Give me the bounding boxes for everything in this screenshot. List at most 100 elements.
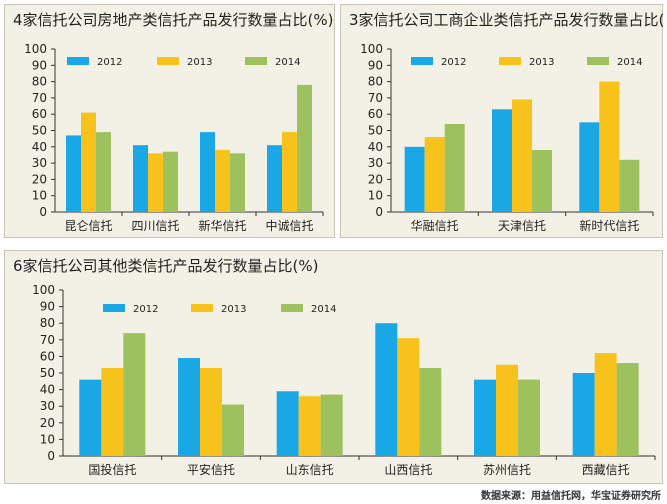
x-tick-label: 西藏信托 [582, 463, 630, 477]
y-tick-label: 40 [40, 383, 55, 397]
y-tick-label: 40 [368, 140, 383, 154]
x-tick-label: 昆仑信托 [64, 219, 112, 233]
legend-swatch [281, 304, 303, 312]
bar-2013 [599, 81, 620, 212]
legend-swatch [67, 57, 89, 65]
bar-2013 [101, 368, 124, 456]
x-tick-label: 国投信托 [88, 462, 136, 477]
bar-2014 [616, 363, 639, 456]
y-tick-label: 70 [32, 91, 47, 105]
y-tick-label: 50 [32, 124, 47, 138]
x-tick-label: 苏州信托 [483, 463, 531, 477]
bar-2012 [267, 145, 282, 212]
legend-label: 2013 [529, 57, 554, 68]
y-tick-label: 30 [32, 156, 47, 170]
y-tick-label: 30 [368, 156, 383, 170]
bar-2012 [375, 323, 398, 456]
bar-2013 [424, 137, 445, 212]
bar-2012 [178, 358, 200, 456]
y-tick-label: 100 [32, 283, 55, 297]
x-tick-label: 中诚信托 [265, 218, 313, 233]
bar-2014 [532, 150, 552, 212]
legend-label: 2013 [221, 304, 246, 315]
x-tick-label: 山西信托 [384, 463, 432, 477]
legend-label: 2014 [311, 304, 336, 315]
legend-swatch [191, 304, 213, 312]
y-tick-label: 90 [32, 58, 47, 72]
y-tick-label: 50 [368, 124, 383, 138]
bar-2014 [444, 123, 465, 212]
bar-2012 [200, 132, 215, 212]
chart-svg: 6家信托公司其他类信托产品发行数量占比(%) 0 10 20 30 40 50 60 70 80 9… [13, 257, 656, 477]
bar-2012 [572, 373, 595, 456]
bar-2012 [474, 379, 496, 456]
legend-swatch [587, 57, 609, 65]
bar-2014 [619, 159, 640, 212]
y-tick-label: 0 [39, 205, 47, 219]
chart-title: 6家信托公司其他类信托产品发行数量占比(%) [13, 257, 319, 275]
y-tick-label: 60 [32, 107, 47, 121]
legend-swatch [245, 57, 267, 65]
bar-2012 [66, 135, 81, 212]
y-tick-label: 100 [360, 42, 383, 56]
bar-2013 [298, 396, 321, 456]
bar-2013 [81, 112, 96, 212]
bar-2013 [397, 338, 420, 456]
bar-2013 [148, 153, 163, 212]
bar-2012 [404, 146, 425, 212]
x-tick-label: 华融信托 [411, 219, 459, 233]
bar-2012 [133, 145, 148, 212]
y-tick-label: 80 [40, 316, 55, 330]
legend-swatch [157, 57, 179, 65]
legend-label: 2012 [441, 57, 466, 68]
bar-2013 [512, 99, 532, 212]
y-tick-label: 90 [368, 58, 383, 72]
y-tick-label: 80 [368, 75, 383, 89]
x-tick-label: 四川信托 [131, 219, 179, 233]
legend-label: 2014 [617, 57, 642, 68]
y-tick-label: 70 [368, 91, 383, 105]
chart-panel-industrial: 3家信托公司工商企业类信托产品发行数量占比(%) 0 10 20 30 40 50 60 70 8… [340, 4, 664, 238]
x-tick-label: 平安信托 [187, 462, 235, 477]
y-tick-label: 20 [32, 172, 47, 186]
y-tick-label: 90 [40, 300, 55, 314]
bar-2014 [297, 84, 312, 212]
y-tick-label: 0 [47, 449, 55, 463]
y-tick-label: 20 [368, 172, 383, 186]
bar-2013 [282, 132, 297, 212]
y-tick-label: 0 [375, 205, 383, 219]
bar-2014 [163, 151, 178, 212]
bar-2012 [579, 122, 600, 212]
x-tick-label: 山东信托 [286, 463, 334, 477]
chart-svg: 3家信托公司工商企业类信托产品发行数量占比(%) 0 10 20 30 40 50 60 70 8… [349, 11, 664, 233]
bar-2014 [320, 394, 343, 456]
legend-swatch [411, 57, 433, 65]
x-tick-label: 新时代信托 [579, 218, 639, 233]
y-tick-label: 40 [32, 140, 47, 154]
y-tick-label: 10 [32, 189, 47, 203]
legend-label: 2012 [97, 57, 122, 68]
y-tick-label: 50 [40, 366, 55, 380]
chart-panel-real-estate: 4家信托公司房地产类信托产品发行数量占比(%) 0 10 20 30 40 50 60 70 80… [4, 4, 335, 238]
bar-2012 [492, 109, 512, 212]
bar-2013 [200, 368, 222, 456]
y-tick-label: 60 [40, 349, 55, 363]
legend-swatch [499, 57, 521, 65]
legend-label: 2012 [133, 304, 158, 315]
bar-2013 [215, 150, 230, 212]
y-tick-label: 100 [24, 42, 47, 56]
bar-2012 [79, 379, 102, 456]
legend-swatch [103, 304, 125, 312]
legend-label: 2014 [275, 57, 300, 68]
legend-label: 2013 [187, 57, 212, 68]
bar-2014 [419, 368, 442, 456]
bar-2014 [96, 132, 111, 212]
y-tick-label: 30 [40, 399, 55, 413]
source-note: 数据来源：用益信托网，华宝证券研究所 [481, 491, 661, 502]
chart-title: 3家信托公司工商企业类信托产品发行数量占比(%) [349, 11, 664, 29]
y-tick-label: 80 [32, 75, 47, 89]
bar-2013 [594, 353, 617, 456]
x-tick-label: 新华信托 [198, 218, 246, 233]
y-tick-label: 10 [40, 432, 55, 446]
chart-panel-other: 6家信托公司其他类信托产品发行数量占比(%) 0 10 20 30 40 50 60 70 80 9… [4, 250, 663, 484]
